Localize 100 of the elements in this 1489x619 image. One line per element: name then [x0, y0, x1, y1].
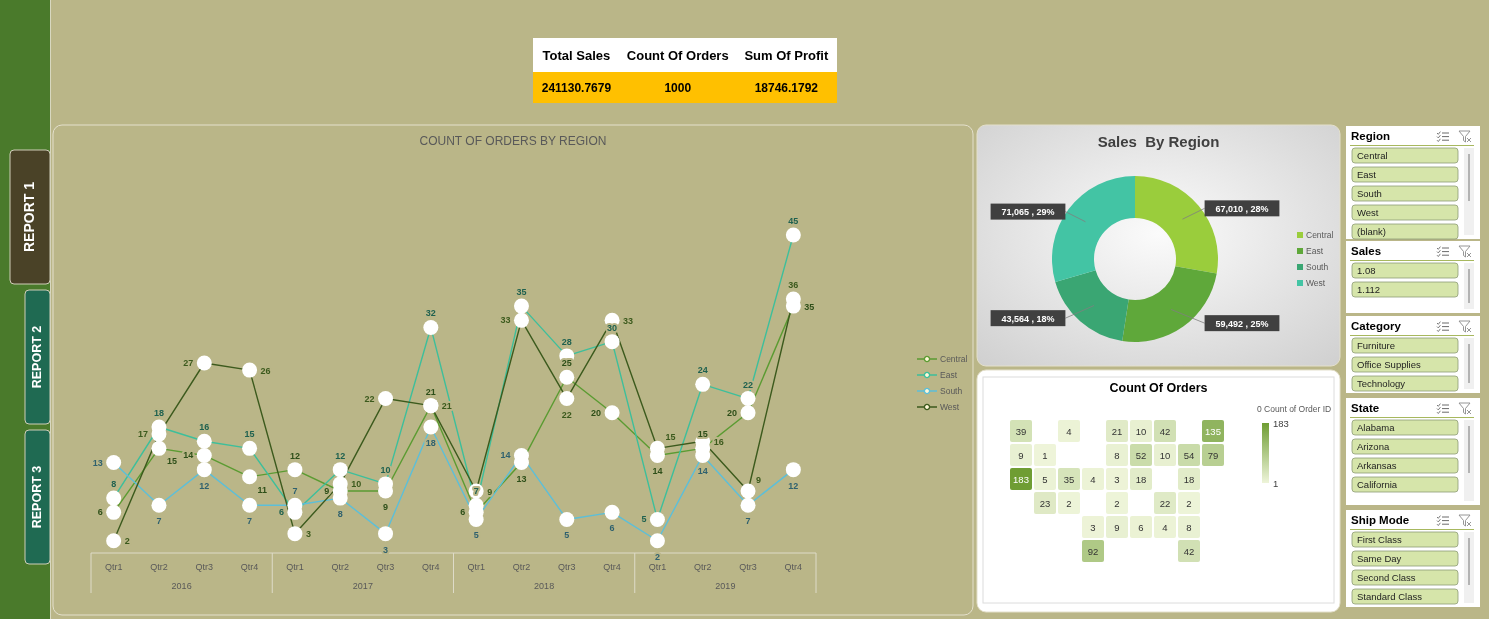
x-tick-label: Qtr1 [467, 562, 485, 572]
data-label: 71,065 , 29% [1001, 207, 1055, 218]
category-label: Arizona [1357, 441, 1390, 452]
data-label: 33 [623, 315, 634, 326]
data-label: 183 [1013, 473, 1029, 485]
data-label: 12 [199, 480, 210, 491]
data-label: 39 [1015, 425, 1027, 437]
slicer-button: Arizona [1351, 438, 1459, 455]
x-tick-label: Qtr2 [331, 562, 349, 572]
data-label: 22 [364, 393, 375, 404]
x-tick-label: Qtr4 [422, 562, 440, 572]
x-tick-label: Qtr3 [739, 562, 757, 572]
data-label: 10 [1135, 425, 1147, 437]
category-label: 1.112 [1357, 284, 1381, 295]
text: Sales [1351, 245, 1382, 257]
data-label: 3 [383, 544, 389, 555]
x-tick-label: Qtr2 [693, 562, 712, 572]
tab-button: REPORT 3 [24, 429, 51, 565]
text: Category [1351, 320, 1402, 332]
category-label: Arkansas [1357, 460, 1397, 471]
data-label: 15 [665, 432, 676, 443]
data-label: 42 [1183, 545, 1195, 557]
slicer-button: (blank) [1351, 223, 1459, 240]
slicer-button: California [1351, 476, 1459, 493]
data-label: 23 [1039, 497, 1051, 509]
category-label: South [1357, 188, 1382, 199]
legend-label: West [940, 402, 960, 412]
slicer-button: Same Day [1351, 550, 1459, 567]
data-label: 135 [1205, 425, 1221, 437]
category-label: Standard Class [1357, 591, 1423, 602]
category-label: Same Day [1357, 553, 1402, 564]
data-label: 43,564 , 18% [1001, 313, 1055, 324]
x-tick-label: Qtr1 [648, 562, 667, 572]
data-label: 8 [1114, 449, 1120, 461]
data-label: 35 [516, 287, 527, 298]
category-label: Total Sales [542, 48, 611, 63]
text: 183 [1273, 417, 1289, 429]
data-label: 9 [1018, 449, 1024, 461]
data-label: 59,492 , 25% [1215, 318, 1269, 329]
legend-label: Central [1306, 230, 1334, 240]
slicer-button: Office Supplies [1351, 356, 1459, 373]
data-label: 6 [460, 507, 466, 518]
category-label: Office Supplies [1357, 359, 1421, 370]
data-label: 21 [425, 386, 436, 397]
data-label: 18 [153, 408, 164, 418]
data-label: 22 [561, 409, 572, 420]
data-label: 4 [1090, 473, 1096, 485]
x-tick-label: Qtr3 [558, 562, 576, 572]
legend-label: West [1306, 278, 1326, 288]
data-label: 1 [1042, 449, 1048, 461]
data-label: 35 [804, 301, 815, 312]
slicer-button: Alabama [1351, 419, 1459, 436]
data-label: 12 [335, 450, 346, 461]
text: 2018 [534, 581, 555, 591]
slicer-button: Furniture [1351, 337, 1459, 354]
slicer-button: West [1351, 204, 1459, 221]
slicer-button: Technology [1351, 375, 1459, 392]
category-label: Count Of Orders [626, 48, 729, 63]
slicer-button: Arkansas [1351, 457, 1459, 474]
data-label: 2 [654, 551, 660, 562]
data-label: 21 [1111, 425, 1123, 437]
x-tick-label: Qtr1 [104, 562, 123, 572]
chart-title: Sales By Region [1097, 133, 1220, 150]
data-label: 8 [111, 479, 117, 490]
category-label: Furniture [1357, 340, 1396, 351]
data-label: 20 [727, 407, 738, 418]
data-label: 6 [1138, 521, 1144, 533]
data-label: 7 [473, 486, 479, 497]
data-label: 4 [1066, 425, 1072, 437]
data-label: 36 [788, 280, 799, 290]
data-label: 79 [1207, 449, 1219, 461]
x-tick-label: Qtr1 [286, 562, 304, 572]
data-label: 3 [1114, 473, 1120, 485]
legend-label: South [940, 386, 963, 396]
data-label: 1000 [664, 81, 692, 95]
category-label: California [1357, 479, 1398, 490]
data-label: 5 [564, 530, 570, 541]
text: State [1351, 402, 1380, 414]
data-label: 241130.7679 [541, 81, 612, 95]
data-label: 8 [1186, 521, 1192, 533]
data-label: 13 [516, 473, 527, 484]
category-label: (blank) [1357, 226, 1387, 237]
data-label: 92 [1087, 545, 1099, 557]
x-tick-label: Qtr4 [784, 562, 803, 572]
category-label: REPORT 2 [29, 325, 44, 389]
data-label: 9 [1114, 521, 1120, 533]
legend-label: East [1306, 246, 1324, 256]
data-label: 54 [1183, 449, 1195, 461]
data-label: 5 [641, 514, 647, 525]
category-label: Alabama [1357, 422, 1396, 433]
slicer-button: 1.112 [1351, 281, 1459, 298]
data-label: 2 [1066, 497, 1072, 509]
data-label: 52 [1135, 449, 1147, 461]
slicer-button: Second Class [1351, 569, 1459, 586]
data-label: 14 [697, 466, 708, 477]
data-label: 4 [1162, 521, 1168, 533]
x-tick-label: Qtr3 [195, 562, 214, 572]
x-tick-label: Qtr4 [603, 562, 621, 572]
x-tick-label: Qtr3 [376, 562, 395, 572]
data-label: 5 [1042, 473, 1048, 485]
